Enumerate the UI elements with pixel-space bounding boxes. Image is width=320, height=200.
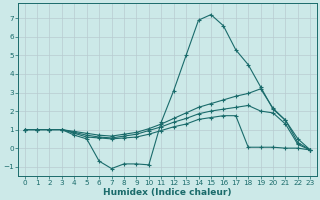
X-axis label: Humidex (Indice chaleur): Humidex (Indice chaleur): [103, 188, 232, 197]
